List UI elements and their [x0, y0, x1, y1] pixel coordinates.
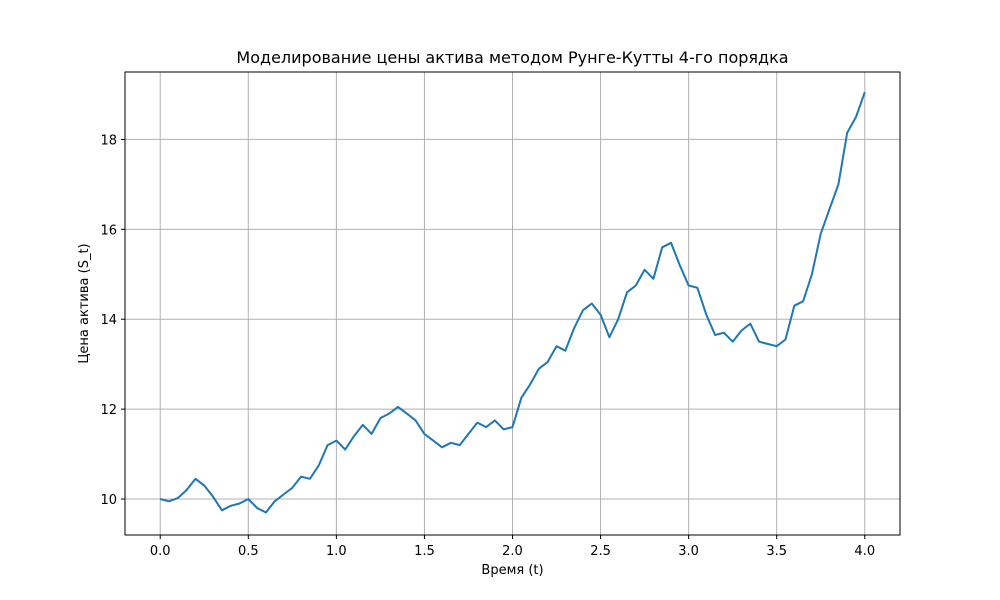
- x-tick-label: 1.0: [326, 544, 347, 559]
- x-tick-label: 2.0: [502, 544, 523, 559]
- y-tick-label: 10: [100, 493, 117, 508]
- x-tick-label: 3.5: [766, 544, 787, 559]
- chart-title: Моделирование цены актива методом Рунге-…: [236, 48, 788, 67]
- y-tick-label: 18: [100, 133, 117, 148]
- series-line: [159, 91, 866, 514]
- grid: [125, 72, 900, 535]
- y-tick-label: 12: [100, 403, 117, 418]
- y-tick-label: 14: [100, 313, 117, 328]
- x-tick-label: 3.0: [678, 544, 699, 559]
- x-tick-label: 0.0: [150, 544, 171, 559]
- x-tick-label: 2.5: [590, 544, 611, 559]
- x-tick-label: 4.0: [854, 544, 875, 559]
- ticks: 0.0 0.5 1.0 1.5 2.0 2.5 3.0 3.5 4.0 10 12 14 16 18: [100, 133, 875, 559]
- x-tick-label: 1.5: [414, 544, 435, 559]
- x-tick-label: 0.5: [238, 544, 259, 559]
- y-axis-title: Цена актива (S_t): [77, 243, 92, 363]
- x-axis-title: Время (t): [481, 563, 543, 578]
- y-tick-label: 16: [100, 223, 117, 238]
- series-layer: [159, 91, 866, 514]
